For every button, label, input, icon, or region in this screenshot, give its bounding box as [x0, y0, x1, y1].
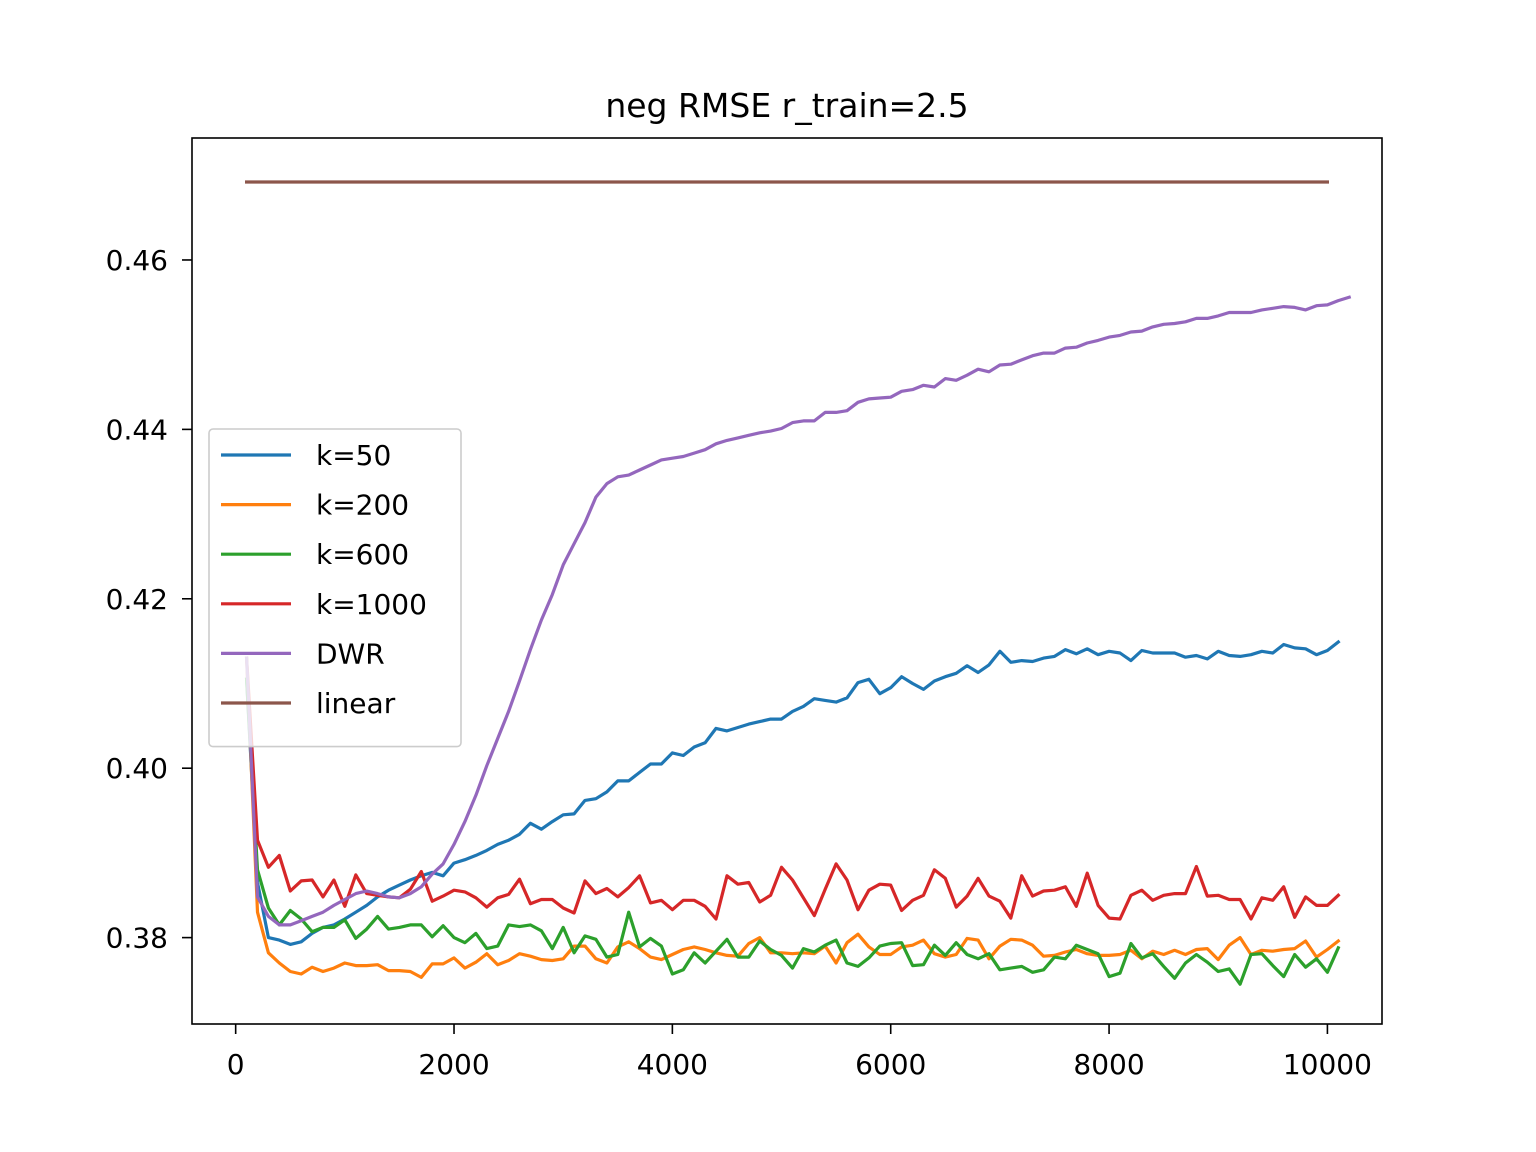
- y-axis: 0.38 0.40 0.42 0.44 0.46: [106, 244, 192, 955]
- series-line-dwr: [244, 295, 1352, 927]
- x-tick-label: 6000: [855, 1048, 926, 1081]
- y-tick-label: 0.44: [106, 413, 168, 446]
- legend-label: k=600: [316, 538, 409, 571]
- x-tick-label: 2000: [418, 1048, 489, 1081]
- legend-label: k=200: [316, 489, 409, 522]
- y-tick-label: 0.40: [106, 752, 168, 785]
- x-tick-label: 10000: [1283, 1048, 1372, 1081]
- x-tick-label: 0: [227, 1048, 245, 1081]
- legend-label: k=50: [316, 439, 391, 472]
- legend-label: linear: [316, 687, 396, 720]
- y-tick-label: 0.38: [106, 922, 168, 955]
- legend-label: k=1000: [316, 588, 427, 621]
- legend-label: DWR: [316, 637, 385, 670]
- series-line-k-600: [244, 677, 1341, 986]
- y-tick-label: 0.42: [106, 583, 168, 616]
- series-line-k-1000: [244, 656, 1341, 921]
- series-line-k-200: [244, 656, 1341, 980]
- chart-title: neg RMSE r_train=2.5: [605, 86, 968, 125]
- plot-frame: [191, 137, 1383, 1025]
- x-tick-label: 8000: [1073, 1048, 1144, 1081]
- x-axis: 0 2000 4000 6000 8000 10000: [227, 1024, 1372, 1081]
- y-tick-label: 0.46: [106, 244, 168, 277]
- x-tick-label: 4000: [637, 1048, 708, 1081]
- legend: k=50 k=200 k=600 k=1000 DWR linear: [208, 428, 462, 748]
- legend-box: [208, 428, 462, 748]
- series-line-k-50: [244, 639, 1341, 947]
- plot-lines: [244, 180, 1352, 986]
